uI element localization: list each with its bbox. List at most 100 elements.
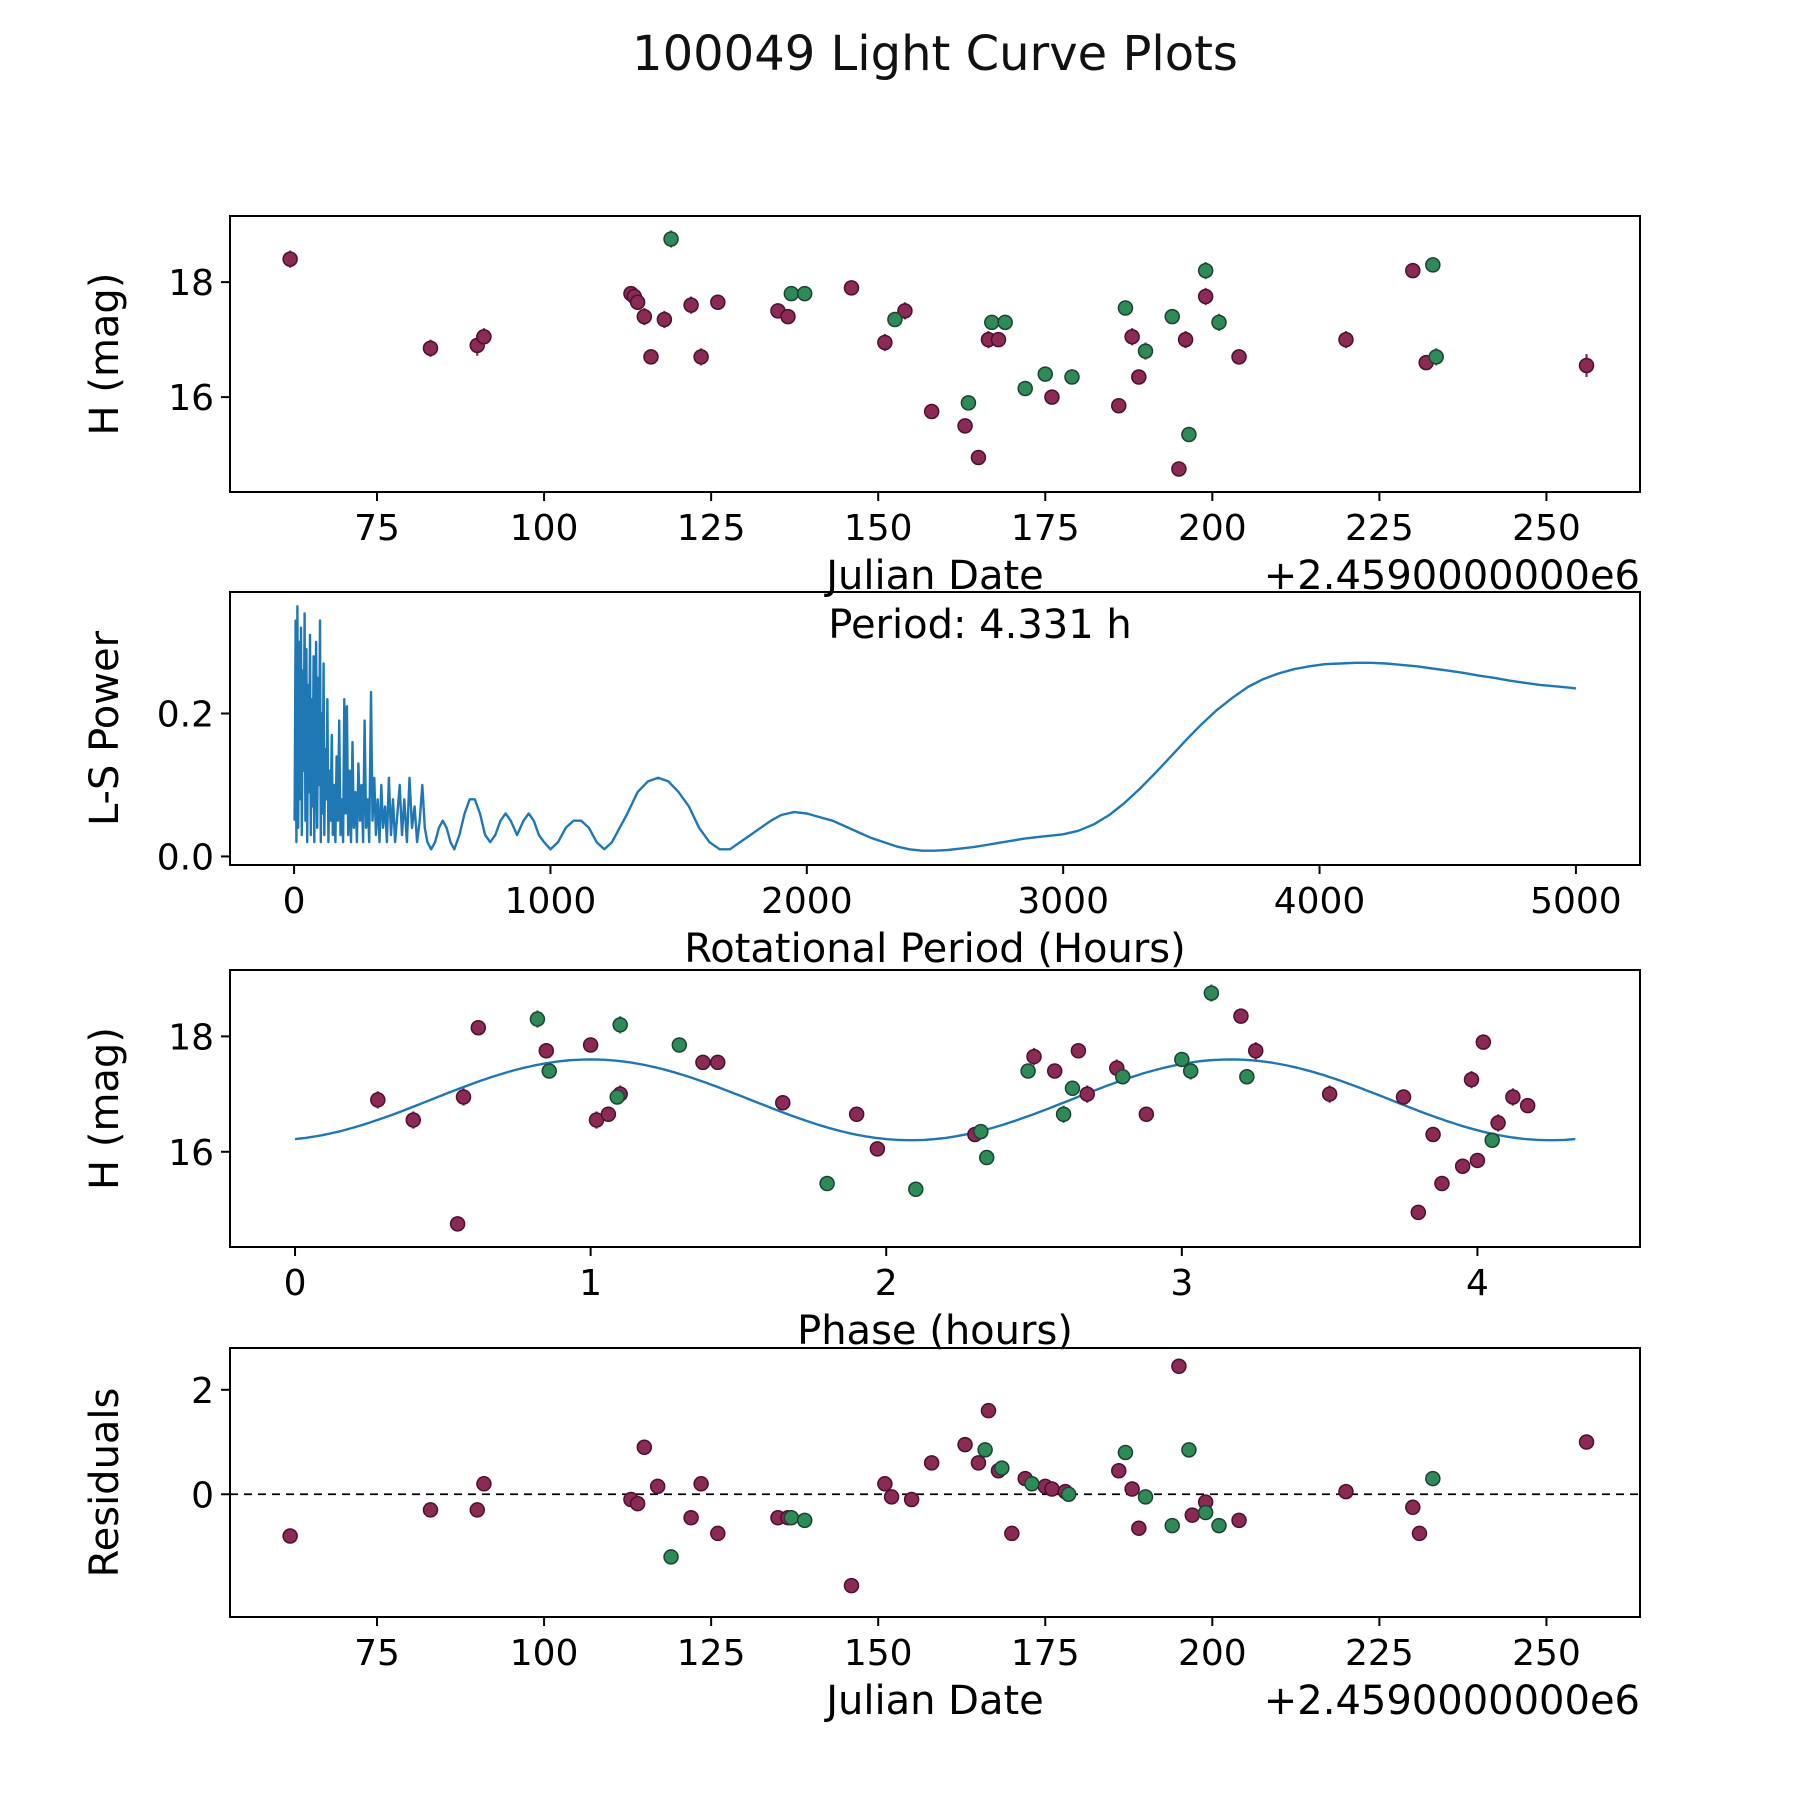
data-point	[877, 1476, 893, 1492]
data-point	[923, 1455, 940, 1471]
y-tick-label: 0	[191, 1475, 214, 1516]
data-point	[883, 1489, 900, 1505]
data-point	[1434, 1175, 1450, 1192]
data-point	[1578, 1434, 1595, 1450]
data-point	[848, 1106, 865, 1123]
data-point	[663, 1549, 679, 1565]
data-point	[636, 1439, 653, 1455]
data-point	[629, 1495, 646, 1512]
data-point	[1405, 262, 1421, 279]
data-point	[1425, 1470, 1441, 1487]
data-point	[1484, 1132, 1500, 1148]
x-axis-label: Rotational Period (Hours)	[684, 926, 1185, 972]
data-point	[1004, 1525, 1020, 1542]
y-tick-label: 18	[168, 1017, 214, 1058]
data-point	[1164, 308, 1180, 325]
data-point	[796, 285, 813, 302]
y-tick-label: 18	[168, 263, 214, 304]
x-tick-label: 225	[1345, 1633, 1414, 1674]
data-point	[449, 1216, 466, 1232]
data-point	[1197, 1504, 1214, 1521]
data-point	[1055, 1106, 1072, 1123]
data-point	[1017, 380, 1033, 397]
data-point	[1197, 288, 1214, 305]
data-point	[1117, 300, 1134, 316]
data-point	[1197, 262, 1214, 279]
period-annotation: Period: 4.331 h	[828, 602, 1132, 648]
y-tick-label: 0.0	[157, 837, 214, 878]
data-point	[923, 403, 940, 420]
x-tick-label: 4	[1466, 1263, 1489, 1304]
data-point	[960, 395, 977, 411]
data-point	[422, 1502, 439, 1518]
data-point	[1171, 1358, 1187, 1375]
x-tick-label: 150	[844, 508, 913, 549]
data-point	[1181, 1442, 1197, 1458]
data-point	[819, 1175, 835, 1192]
data-point	[843, 280, 860, 296]
data-point	[1064, 369, 1080, 385]
data-point	[1124, 329, 1140, 345]
x-tick-label: 5000	[1530, 881, 1622, 922]
x-tick-label: 200	[1178, 1633, 1247, 1674]
data-point	[1182, 1063, 1199, 1079]
x-tick-label: 1	[579, 1263, 602, 1304]
data-point	[422, 340, 439, 356]
data-point	[636, 308, 653, 325]
x-tick-label: 100	[510, 508, 579, 549]
data-point	[405, 1112, 422, 1128]
data-point	[1111, 398, 1127, 414]
data-point	[897, 303, 913, 319]
x-tick-label: 75	[354, 508, 400, 549]
data-point	[1046, 1063, 1063, 1079]
x-tick-label: 0	[283, 881, 306, 922]
data-point	[541, 1063, 557, 1079]
data-point	[663, 231, 679, 247]
data-point	[1064, 1080, 1081, 1097]
data-point	[1578, 357, 1595, 374]
data-point	[796, 1512, 813, 1529]
residuals-maroon-series	[282, 1358, 1595, 1594]
y-axis-label: Residuals	[82, 1388, 128, 1578]
data-point	[470, 1019, 487, 1036]
data-point	[973, 1123, 989, 1140]
data-point	[970, 1455, 987, 1471]
data-point	[970, 449, 987, 466]
data-point	[1231, 349, 1247, 365]
data-point	[1020, 1063, 1036, 1079]
data-point	[1044, 389, 1060, 405]
x-tick-label: 4000	[1274, 881, 1366, 922]
data-point	[455, 1089, 472, 1105]
data-point	[609, 1089, 625, 1105]
data-point	[984, 314, 1000, 331]
data-point	[990, 331, 1007, 348]
data-point	[1070, 1043, 1087, 1059]
phased-green-series	[529, 984, 1500, 1198]
y-tick-label: 0.2	[157, 694, 214, 735]
data-point	[683, 1510, 699, 1526]
data-point	[1475, 1034, 1492, 1050]
data-point	[957, 1436, 973, 1453]
data-point	[1425, 257, 1441, 273]
data-point	[1037, 366, 1054, 382]
data-point	[629, 294, 646, 310]
data-point	[370, 1092, 386, 1108]
data-point	[693, 349, 709, 365]
data-point	[1184, 1507, 1201, 1523]
data-point	[476, 329, 492, 345]
data-point	[1463, 1071, 1480, 1088]
data-point	[1181, 426, 1197, 443]
data-point	[643, 349, 659, 365]
data-point	[1131, 369, 1147, 385]
y-tick-label: 2	[191, 1371, 214, 1412]
data-point	[1079, 1086, 1095, 1102]
data-point	[710, 294, 726, 310]
data-point	[1469, 1152, 1486, 1169]
data-point	[1338, 331, 1354, 348]
data-point	[710, 1525, 726, 1542]
x-tick-label: 2000	[761, 881, 853, 922]
data-point	[1519, 1097, 1536, 1114]
data-point	[1338, 1483, 1354, 1500]
data-point	[1231, 1512, 1247, 1529]
data-point	[1111, 1462, 1127, 1479]
